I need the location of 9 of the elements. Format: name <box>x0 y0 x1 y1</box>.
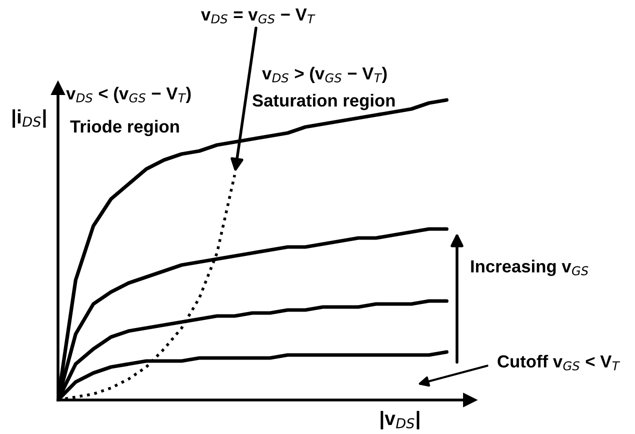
text: v$_{DS}$ > (v$_{GS}$ − V$_{T}$) <box>262 66 387 84</box>
annotation: Triode region <box>70 120 179 136</box>
text: Cutoff v$_{GS}$ < V$_{T}$ <box>498 354 620 370</box>
y-axis-title: |i$_{DS}$| <box>12 109 46 128</box>
text: Increasing v$_{GS}$ <box>471 260 588 276</box>
x-axis-title: |v$_{DS}$| <box>380 410 420 430</box>
text: v$_{DS}$ = v$_{GS}$ − V$_{T}$ <box>201 8 316 24</box>
annotation: Saturation region <box>252 94 395 110</box>
annotation: v$_{DS}$ < (v$_{GS}$ − V$_{T}$) <box>66 86 191 104</box>
